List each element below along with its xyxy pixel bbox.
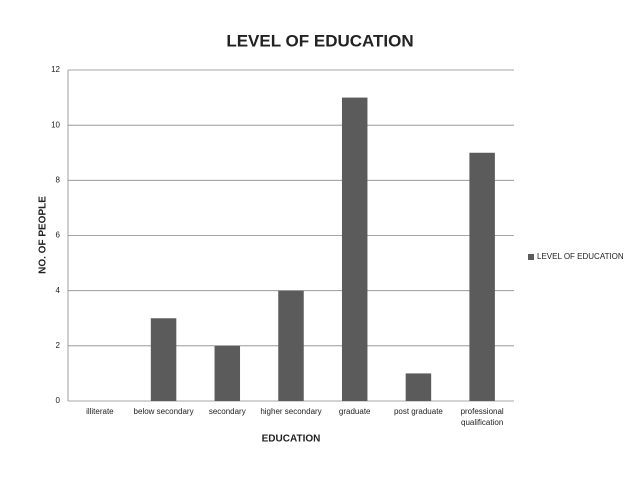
- x-tick-label: higher secondary: [260, 407, 321, 416]
- y-tick-label: 2: [56, 341, 61, 350]
- bar: [150, 318, 177, 401]
- y-axis-label: NO. OF PEOPLE: [38, 196, 49, 274]
- bar: [469, 152, 495, 401]
- bar: [405, 373, 432, 401]
- bar: [214, 345, 241, 401]
- y-tick-label: 12: [51, 65, 60, 74]
- x-tick-label: graduate: [339, 407, 371, 416]
- y-tick-label: 4: [56, 286, 61, 295]
- x-tick-label: below secondary: [134, 407, 194, 416]
- x-axis-label: EDUCATION: [262, 434, 321, 445]
- legend-swatch: [528, 254, 534, 260]
- y-tick-label: 8: [56, 175, 61, 184]
- x-tick-label: post graduate: [394, 407, 443, 416]
- x-tick-label: secondary: [209, 407, 246, 416]
- bar: [341, 97, 368, 401]
- y-tick-label: 6: [56, 231, 61, 240]
- x-tick-label: professional qualification: [461, 407, 504, 427]
- chart-title: LEVEL OF EDUCATION: [226, 31, 413, 50]
- bar: [278, 290, 304, 401]
- y-tick-label: 10: [51, 120, 60, 129]
- y-tick-label: 0: [56, 396, 61, 405]
- legend-label: LEVEL OF EDUCATION: [537, 252, 624, 261]
- x-tick-label: illiterate: [86, 407, 114, 416]
